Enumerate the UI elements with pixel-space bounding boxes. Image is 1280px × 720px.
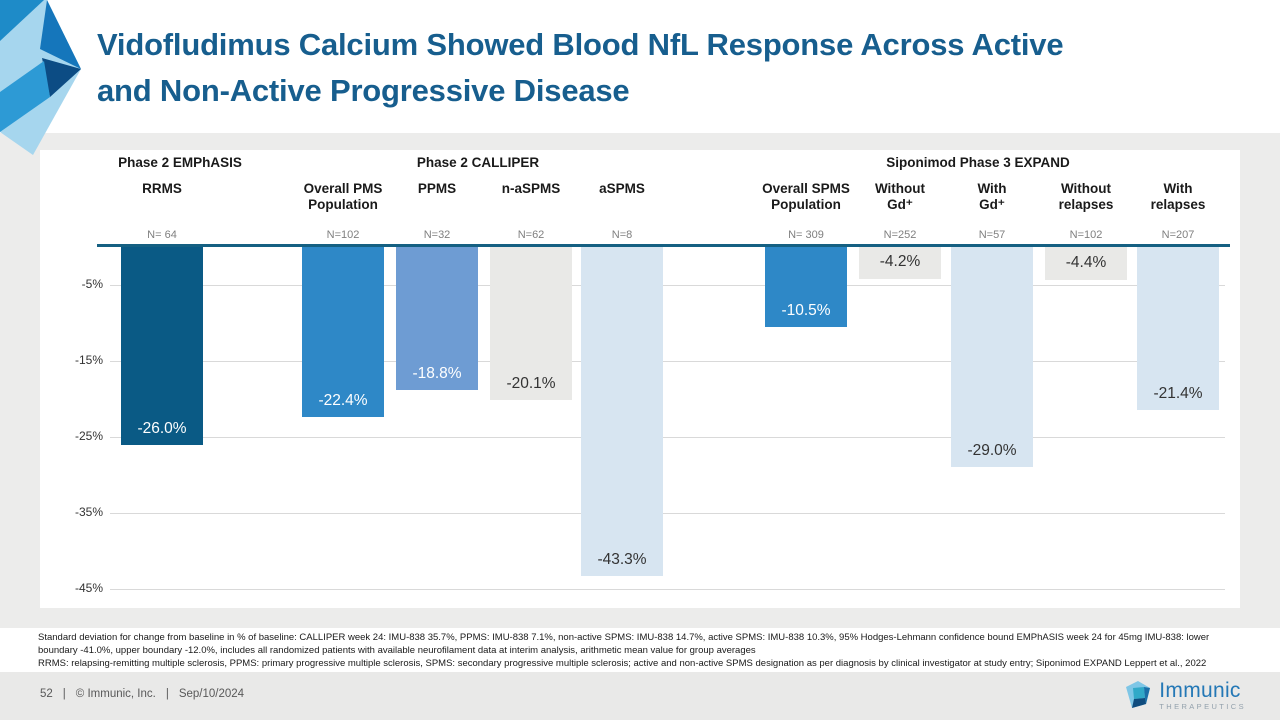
n-count-n-aspms: N=62 [517, 229, 545, 241]
zero-baseline [97, 244, 1230, 247]
column-header-with-gd: With Gd⁺ [932, 181, 1052, 213]
bar-with-gd [951, 247, 1033, 468]
column-header-line: RRMS [142, 181, 182, 196]
footer-bar: 52 | © Immunic, Inc. | Sep/10/2024 Immun… [0, 672, 1280, 720]
y-axis-tick-label: -5% [81, 277, 103, 291]
footer-logo-name: Immunic [1159, 678, 1241, 702]
n-count-with-relapses: N=207 [1161, 229, 1195, 241]
column-header-line: Without [874, 181, 926, 196]
immunic-footer-logo: Immunic THERAPEUTICS [1124, 679, 1246, 711]
bar-overall-spms [765, 247, 847, 327]
page-title-line-1: Vidofludimus Calcium Showed Blood NfL Re… [97, 27, 1064, 62]
n-count-overall-pms: N=102 [326, 229, 360, 241]
column-header-line: relapses [1058, 197, 1114, 212]
group-header-phase-2-emphasis: Phase 2 EMPhASIS [118, 155, 242, 170]
footer-date: Sep/10/2024 [178, 688, 245, 700]
footnotes: Standard deviation for change from basel… [38, 631, 1243, 670]
value-label-with-gd: -29.0% [967, 442, 1017, 460]
column-header-line: Population [771, 197, 841, 212]
column-header-overall-pms: Overall PMS Population [283, 181, 403, 213]
group-header-siponimod-phase-3-expand: Siponimod Phase 3 EXPAND [886, 155, 1070, 170]
column-header-line: relapses [1150, 197, 1206, 212]
footer-separator: | [62, 688, 66, 700]
value-label-overall-spms: -10.5% [781, 301, 831, 319]
bar-aspms [581, 247, 663, 577]
column-header-line: Overall SPMS [762, 181, 850, 196]
bar-with-relapses [1137, 247, 1219, 410]
value-label-n-aspms: -20.1% [506, 374, 556, 392]
bar-without-gd [859, 247, 941, 279]
gridline--35% [110, 513, 1225, 514]
value-label-rrms: -26.0% [137, 419, 187, 437]
n-count-rrms: N= 64 [147, 229, 177, 241]
column-header-line: Overall PMS [303, 181, 383, 196]
column-header-overall-spms: Overall SPMS Population [746, 181, 866, 213]
gridline--5% [110, 285, 1225, 286]
value-label-ppms: -18.8% [412, 364, 462, 382]
page-title: Vidofludimus Calcium Showed Blood NfL Re… [97, 22, 1247, 114]
footnote-line-2: RRMS: relapsing-remitting multiple scler… [38, 658, 1207, 669]
footnote-line-1: Standard deviation for change from basel… [38, 632, 1210, 656]
bar-ppms [396, 247, 478, 390]
page-title-line-2: and Non-Active Progressive Disease [97, 73, 630, 108]
y-axis-tick-label: -25% [74, 429, 103, 443]
column-header-without-relapses: Without relapses [1026, 181, 1146, 213]
value-label-aspms: -43.3% [597, 551, 647, 569]
immunic-gem-small-icon [1126, 681, 1151, 708]
n-count-with-gd: N=57 [978, 229, 1006, 241]
column-header-without-gd: Without Gd⁺ [840, 181, 960, 213]
column-header-line: Without [1060, 181, 1112, 196]
column-header-rrms: RRMS [102, 181, 222, 197]
column-header-with-relapses: With relapses [1118, 181, 1238, 213]
group-header-phase-2-calliper: Phase 2 CALLIPER [416, 155, 540, 170]
gridline--15% [110, 361, 1225, 362]
immunic-gem-logo-icon [0, 0, 81, 155]
footer-logo-text: Immunic THERAPEUTICS [1159, 680, 1246, 711]
bar-without-relapses [1045, 247, 1127, 281]
n-count-overall-spms: N= 309 [788, 229, 824, 241]
value-label-without-gd: -4.2% [879, 252, 921, 270]
column-header-line: Gd⁺ [887, 197, 913, 212]
n-count-ppms: N=32 [423, 229, 451, 241]
column-header-line: Population [308, 197, 378, 212]
bar-overall-pms [302, 247, 384, 418]
gridline--45% [110, 589, 1225, 590]
n-count-aspms: N=8 [611, 229, 633, 241]
chart-panel: -5% -15% -25% -35% -45% Phase 2 EMPhASIS Phase… [40, 150, 1240, 608]
column-header-ppms: PPMS [377, 181, 497, 197]
value-label-without-relapses: -4.4% [1065, 253, 1107, 271]
column-header-line: With [1163, 181, 1193, 196]
y-axis-tick-label: -15% [74, 353, 103, 367]
value-label-overall-pms: -22.4% [318, 392, 368, 410]
gridline--25% [110, 437, 1225, 438]
n-count-without-relapses: N=102 [1069, 229, 1103, 241]
value-label-with-relapses: -21.4% [1153, 384, 1203, 402]
footer-logo-tagline: THERAPEUTICS [1159, 701, 1246, 711]
page-number: 52 [40, 688, 53, 700]
column-header-line: n-aSPMS [501, 181, 561, 196]
column-header-line: aSPMS [599, 181, 645, 196]
n-count-without-gd: N=252 [883, 229, 917, 241]
column-header-n-aspms: n-aSPMS [471, 181, 591, 197]
column-header-line: Gd⁺ [979, 197, 1005, 212]
bar-n-aspms [490, 247, 572, 400]
bar-rrms [121, 247, 203, 445]
column-header-line: PPMS [417, 181, 457, 196]
footer-copyright: © Immunic, Inc. [75, 688, 156, 700]
column-header-aspms: aSPMS [562, 181, 682, 197]
column-header-line: With [977, 181, 1007, 196]
footer-separator: | [165, 688, 169, 700]
footer-text: 52 | © Immunic, Inc. | Sep/10/2024 [40, 688, 244, 700]
y-axis-tick-label: -35% [74, 505, 103, 519]
y-axis-tick-label: -45% [74, 581, 103, 595]
footnote-strip: Standard deviation for change from basel… [0, 628, 1280, 672]
